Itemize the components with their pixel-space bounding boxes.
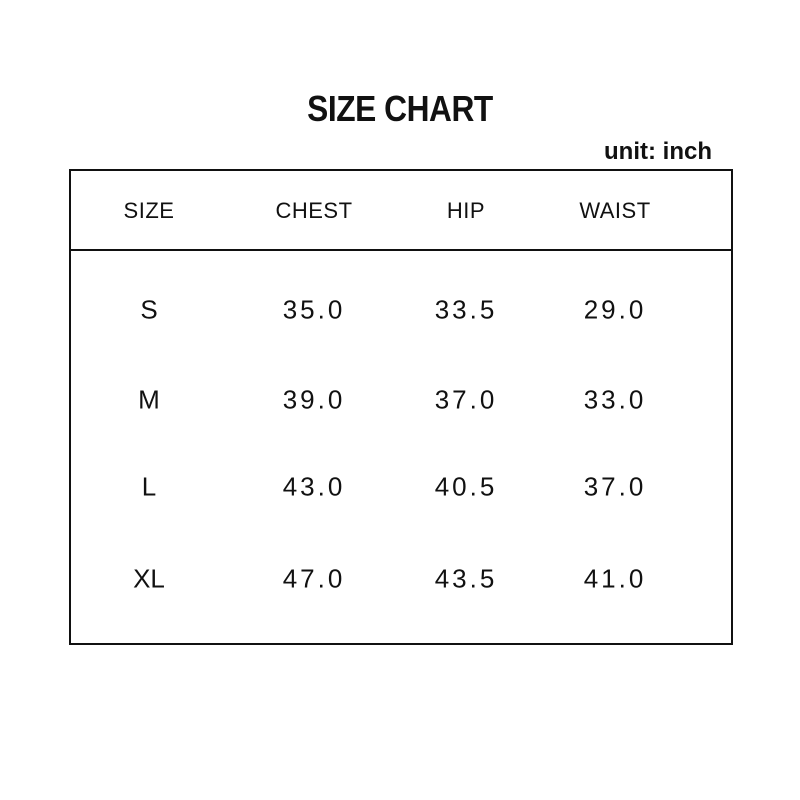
measurement-cell: 40.5 (434, 471, 498, 502)
unit-label: unit: inch (604, 138, 712, 165)
measurement-cell: 47.0 (282, 563, 346, 594)
size-cell: XL (133, 563, 165, 594)
measurement-cell: 37.0 (583, 471, 647, 502)
measurement-cell: 43.0 (282, 471, 346, 502)
column-header: SIZE (123, 198, 175, 223)
size-cell: M (138, 384, 160, 415)
size-table: SIZE CHEST HIP WAIST S 35.0 33.5 29.0 M 39.0 37.0 3… (69, 169, 733, 645)
measurement-cell: 37.0 (434, 384, 498, 415)
measurement-cell: 33.5 (434, 294, 498, 325)
measurement-cell: 29.0 (583, 294, 647, 325)
measurement-cell: 43.5 (434, 563, 498, 594)
column-header: HIP (446, 198, 486, 223)
header-divider (71, 249, 731, 251)
measurement-cell: 41.0 (583, 563, 647, 594)
column-header: WAIST (579, 198, 651, 223)
measurement-cell: 39.0 (282, 384, 346, 415)
size-cell: S (140, 294, 158, 325)
column-header: CHEST (275, 198, 353, 223)
page-title: SIZE CHART (307, 88, 493, 129)
size-cell: L (141, 471, 157, 502)
measurement-cell: 33.0 (583, 384, 647, 415)
measurement-cell: 35.0 (282, 294, 346, 325)
